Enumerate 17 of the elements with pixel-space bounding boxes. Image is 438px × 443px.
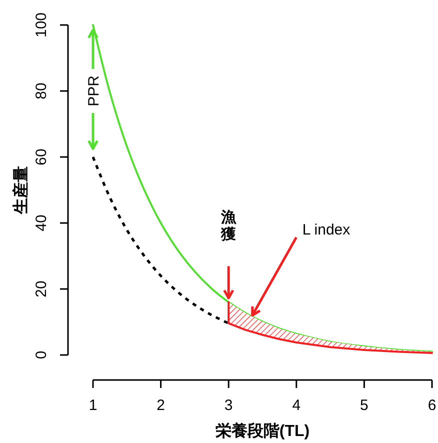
x-tick-label: 6 bbox=[428, 397, 436, 414]
x-tick-label: 5 bbox=[360, 397, 368, 414]
y-tick-label: 100 bbox=[33, 12, 50, 38]
x-tick-label: 3 bbox=[224, 397, 233, 414]
y-tick-label: 40 bbox=[33, 214, 50, 232]
annotation: 漁獲 bbox=[220, 209, 238, 244]
y-tick-label: 0 bbox=[33, 350, 50, 360]
y-tick-label: 60 bbox=[33, 148, 50, 166]
x-tick-label: 4 bbox=[292, 397, 301, 414]
x-tick-label: 1 bbox=[88, 397, 98, 414]
y-tick-label: 80 bbox=[33, 82, 50, 100]
x-axis-title: 栄養段階(TL) bbox=[215, 422, 310, 440]
y-axis-title: 生産量 bbox=[11, 166, 30, 215]
annotation: PPR bbox=[85, 75, 102, 106]
annotation: L index bbox=[302, 222, 351, 239]
y-tick-label: 20 bbox=[33, 280, 50, 298]
x-tick-label: 2 bbox=[156, 397, 165, 414]
